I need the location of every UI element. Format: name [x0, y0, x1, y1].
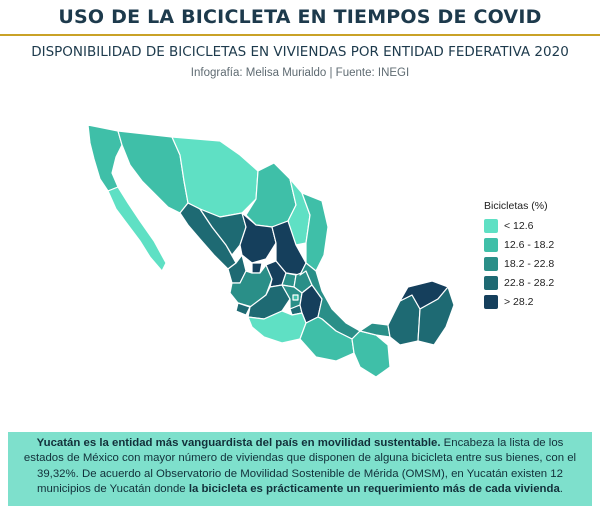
- state-zacatecas: [239, 212, 277, 264]
- footer-highlight-1: Yucatán es la entidad más vanguardista d…: [36, 437, 441, 449]
- footer-text-1: Encabeza la lista de los estados de Méxi…: [23, 437, 577, 495]
- state-colima: [235, 302, 251, 316]
- legend-swatch: [484, 218, 498, 233]
- state-cdmx: [292, 294, 299, 301]
- mexico-map: [60, 95, 480, 395]
- title-divider: [0, 34, 600, 36]
- state-baja-california: [87, 124, 123, 192]
- footer-text-end: .: [559, 482, 563, 495]
- legend-label: < 12.6: [504, 219, 534, 232]
- legend-swatch: [484, 275, 498, 290]
- legend-title: Bicicletas (%): [484, 200, 548, 212]
- state-campeche: [387, 294, 421, 346]
- legend-swatch: [484, 256, 498, 271]
- footer-description: Yucatán es la entidad más vanguardista d…: [8, 432, 592, 506]
- legend-label: > 28.2: [504, 295, 534, 308]
- legend-label: 18.2 - 22.8: [504, 257, 555, 270]
- state-baja-california-sur: [107, 186, 167, 272]
- legend-swatch: [484, 294, 498, 309]
- legend-label: 22.8 - 28.2: [504, 276, 555, 289]
- main-title: USO DE LA BICICLETA EN TIEMPOS DE COVID: [58, 6, 542, 28]
- legend-item: > 28.2: [484, 292, 594, 311]
- state-chiapas: [351, 330, 391, 378]
- legend-item: 22.8 - 28.2: [484, 273, 594, 292]
- legend-item: 12.6 - 18.2: [484, 235, 594, 254]
- legend-item: 18.2 - 22.8: [484, 254, 594, 273]
- legend-swatch: [484, 237, 498, 252]
- legend-label: 12.6 - 18.2: [504, 238, 555, 251]
- credits: Infografía: Melisa Murialdo | Fuente: IN…: [190, 67, 410, 79]
- legend-item: < 12.6: [484, 216, 594, 235]
- subtitle: DISPONIBILIDAD DE BICICLETAS EN VIVIENDA…: [31, 44, 569, 60]
- footer-highlight-2: la bicicleta es prácticamente un requeri…: [188, 482, 560, 495]
- state-quintana-roo: [417, 286, 455, 346]
- mexico-map-svg: [87, 124, 455, 378]
- map-legend: Bicicletas (%) < 12.6 12.6 - 18.2 18.2 -…: [484, 200, 594, 311]
